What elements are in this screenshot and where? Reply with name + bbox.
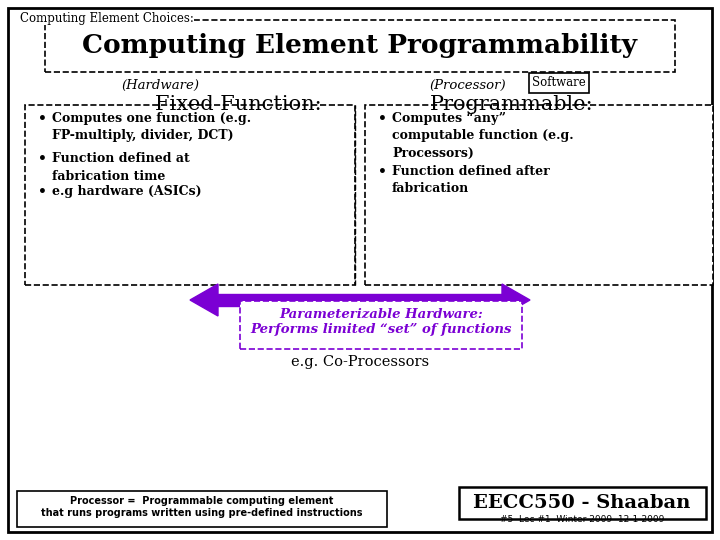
Text: e.g hardware (ASICs): e.g hardware (ASICs) bbox=[52, 185, 202, 198]
Text: Performs limited “set” of functions: Performs limited “set” of functions bbox=[251, 323, 512, 336]
Text: (Hardware): (Hardware) bbox=[121, 79, 199, 92]
Text: •: • bbox=[378, 165, 387, 179]
Text: Software: Software bbox=[532, 77, 586, 90]
Text: •: • bbox=[38, 152, 47, 166]
Text: Function defined at
fabrication time: Function defined at fabrication time bbox=[52, 152, 190, 183]
Text: EECC550 - Shaaban: EECC550 - Shaaban bbox=[473, 494, 690, 512]
FancyBboxPatch shape bbox=[45, 20, 675, 72]
Text: e.g. Co-Processors: e.g. Co-Processors bbox=[291, 355, 429, 369]
Text: Computes “any”
computable function (e.g.
Processors): Computes “any” computable function (e.g.… bbox=[392, 112, 574, 160]
Text: Computes one function (e.g.
FP-multiply, divider, DCT): Computes one function (e.g. FP-multiply,… bbox=[52, 112, 251, 143]
Polygon shape bbox=[502, 284, 530, 316]
FancyBboxPatch shape bbox=[25, 105, 355, 285]
FancyBboxPatch shape bbox=[459, 487, 706, 519]
FancyBboxPatch shape bbox=[8, 8, 712, 532]
FancyBboxPatch shape bbox=[529, 73, 589, 93]
Text: Fixed Function:: Fixed Function: bbox=[155, 95, 322, 114]
Text: #5  Lec #1  Winter 2009  12-1-2009: #5 Lec #1 Winter 2009 12-1-2009 bbox=[500, 515, 664, 524]
FancyBboxPatch shape bbox=[17, 491, 387, 527]
Text: Processor =  Programmable computing element: Processor = Programmable computing eleme… bbox=[71, 496, 333, 506]
Text: Computing Element Programmability: Computing Element Programmability bbox=[83, 33, 637, 58]
FancyBboxPatch shape bbox=[365, 105, 713, 285]
Text: •: • bbox=[38, 185, 47, 199]
Text: Computing Element Choices:: Computing Element Choices: bbox=[20, 12, 194, 25]
Text: •: • bbox=[378, 112, 387, 126]
Text: Parameterizable Hardware:: Parameterizable Hardware: bbox=[279, 308, 483, 321]
Text: Programmable:: Programmable: bbox=[430, 95, 593, 114]
FancyBboxPatch shape bbox=[240, 301, 522, 349]
Text: that runs programs written using pre-defined instructions: that runs programs written using pre-def… bbox=[41, 508, 363, 518]
Polygon shape bbox=[190, 284, 218, 316]
Text: Function defined after
fabrication: Function defined after fabrication bbox=[392, 165, 550, 195]
Text: (Processor): (Processor) bbox=[430, 79, 506, 92]
Text: •: • bbox=[38, 112, 47, 126]
